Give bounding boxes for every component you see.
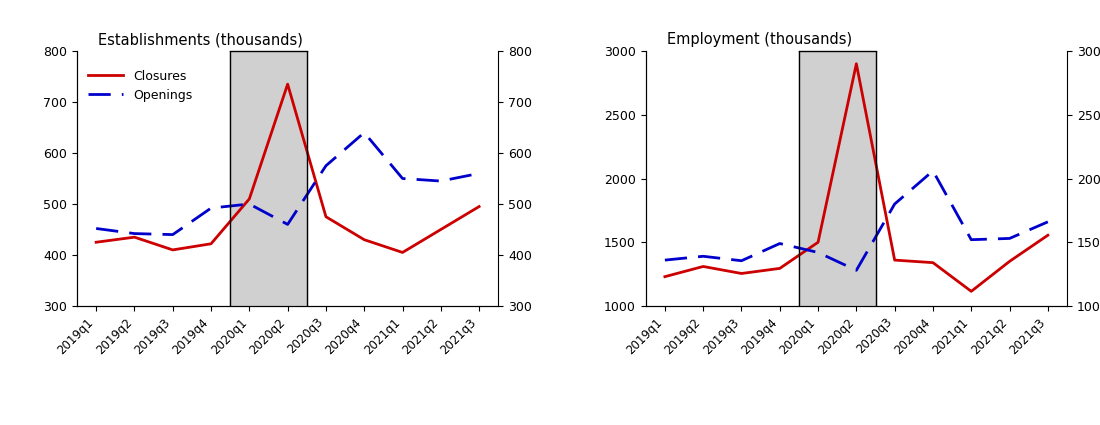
- Bar: [230, 51, 307, 306]
- Legend: Closures, Openings: Closures, Openings: [84, 65, 198, 107]
- Text: Establishments (thousands): Establishments (thousands): [98, 32, 302, 47]
- Bar: [799, 51, 876, 306]
- Text: Employment (thousands): Employment (thousands): [667, 32, 851, 47]
